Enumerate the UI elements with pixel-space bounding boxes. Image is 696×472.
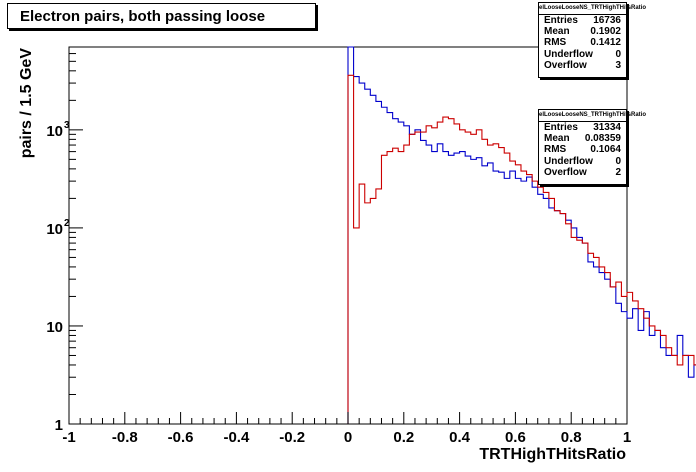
- y-axis-label: pairs / 1.5 GeV: [18, 48, 35, 159]
- stats-label: RMS: [544, 144, 567, 156]
- x-tick-label: -0.6: [168, 429, 194, 446]
- stats-box-blue: elLooseLooseNS_TRTHighTHitsRatio Entries…: [538, 109, 646, 185]
- y-tick-exponent: 3: [64, 120, 70, 131]
- stats-label: Entries: [544, 122, 578, 133]
- histogram-series: [347, 46, 696, 424]
- x-axis-label: TRTHighTHitsRatio: [479, 446, 626, 463]
- stats-value: 0: [615, 155, 621, 167]
- stats-value: 0.1064: [590, 144, 621, 156]
- x-tick-label: 0: [344, 429, 352, 446]
- x-tick-label: -0.4: [223, 429, 250, 446]
- stats-label: Underflow: [544, 155, 593, 167]
- x-tick-label: -0.2: [279, 429, 305, 446]
- stats-label: Overflow: [544, 59, 587, 71]
- x-tick-label: 1: [623, 429, 631, 446]
- stats-label: Entries: [544, 15, 578, 26]
- stats-value: 31334: [593, 122, 621, 133]
- stats-value: 3: [615, 59, 621, 71]
- x-tick-label: -0.8: [112, 429, 138, 446]
- chart-title: Electron pairs, both passing loose: [7, 3, 316, 29]
- stats-value: 0.1412: [590, 37, 621, 49]
- x-tick-label: -1: [62, 429, 75, 446]
- stats-label: Overflow: [544, 166, 587, 178]
- stats-value: 16736: [593, 15, 621, 26]
- stats-label: Mean: [544, 133, 570, 145]
- y-tick-label: 1: [55, 417, 63, 434]
- stats-value: 0.08359: [584, 133, 621, 145]
- stats-box-name: elLooseLooseNS_TRTHighTHitsRatio: [539, 3, 646, 15]
- series-1-line: [347, 74, 696, 424]
- y-tick-exponent: 2: [64, 218, 70, 229]
- x-tick-label: 0.6: [505, 429, 526, 446]
- stats-label: Underflow: [544, 48, 593, 60]
- stats-value: 0: [615, 48, 621, 60]
- y-tick-label: 10: [46, 221, 63, 238]
- stats-box-red: elLooseLooseNS_TRTHighTHitsRatio Entries…: [538, 2, 646, 78]
- x-tick-label: 0.2: [393, 429, 414, 446]
- y-tick-label: 10: [46, 319, 63, 336]
- x-tick-label: 0.4: [449, 429, 471, 446]
- stats-value: 2: [615, 166, 621, 178]
- x-tick-label: 0.8: [561, 429, 582, 446]
- stats-label: Mean: [544, 26, 570, 38]
- stats-label: RMS: [544, 37, 567, 49]
- stats-box-name: elLooseLooseNS_TRTHighTHitsRatio: [539, 110, 646, 122]
- y-tick-label: 10: [46, 123, 63, 140]
- stats-value: 0.1902: [590, 26, 621, 38]
- series-0-line: [347, 46, 696, 424]
